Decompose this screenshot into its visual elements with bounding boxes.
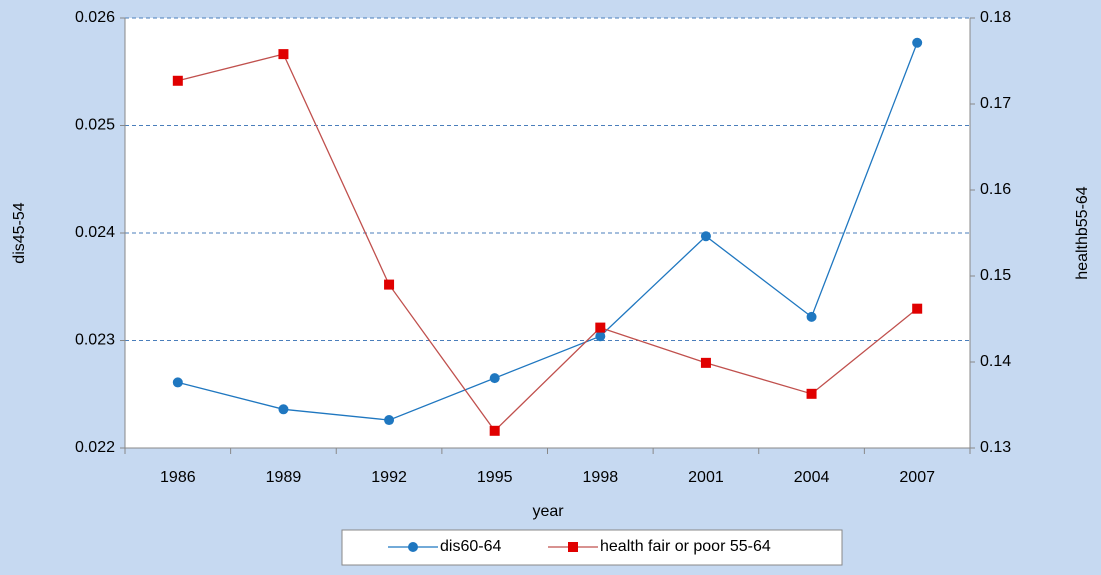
y-tick-label: 0.022 — [75, 439, 115, 456]
marker — [408, 542, 418, 552]
y2-tick-label: 0.18 — [980, 9, 1011, 26]
x-tick-label: 2001 — [688, 469, 724, 486]
marker — [595, 322, 606, 333]
x-axis-title: year — [532, 503, 564, 520]
x-tick-label: 1992 — [371, 469, 407, 486]
x-tick-label: 1989 — [266, 469, 302, 486]
y2-tick-label: 0.14 — [980, 353, 1011, 370]
marker — [384, 415, 395, 426]
marker — [806, 311, 817, 322]
y-axis-title: dis45-54 — [11, 202, 28, 263]
y2-tick-label: 0.16 — [980, 181, 1011, 198]
y2-tick-label: 0.13 — [980, 439, 1011, 456]
x-tick-label: 1986 — [160, 469, 196, 486]
marker — [278, 49, 289, 60]
line — [177, 42, 918, 421]
marker — [700, 357, 711, 368]
legend-label: dis60-64 — [440, 538, 501, 555]
marker — [700, 231, 711, 242]
y2-axis-title: healthb55-64 — [1074, 186, 1091, 280]
marker — [278, 404, 289, 415]
x-tick-label: 2007 — [899, 469, 935, 486]
line — [177, 53, 918, 432]
marker — [595, 331, 606, 342]
marker — [384, 279, 395, 290]
marker — [172, 377, 183, 388]
marker — [172, 75, 183, 86]
marker — [489, 425, 500, 436]
y-tick-label: 0.023 — [75, 332, 115, 349]
y-tick-label: 0.026 — [75, 9, 115, 26]
y-tick-label: 0.025 — [75, 117, 115, 134]
y-tick-label: 0.024 — [75, 224, 115, 241]
x-tick-label: 2004 — [794, 469, 830, 486]
y2-tick-label: 0.17 — [980, 95, 1011, 112]
marker — [806, 388, 817, 399]
marker — [568, 542, 578, 552]
marker — [912, 37, 923, 48]
marker — [489, 373, 500, 384]
marker — [912, 303, 923, 314]
y2-tick-label: 0.15 — [980, 267, 1011, 284]
legend-label: health fair or poor 55-64 — [600, 538, 771, 555]
x-tick-label: 1998 — [583, 469, 619, 486]
x-tick-label: 1995 — [477, 469, 513, 486]
